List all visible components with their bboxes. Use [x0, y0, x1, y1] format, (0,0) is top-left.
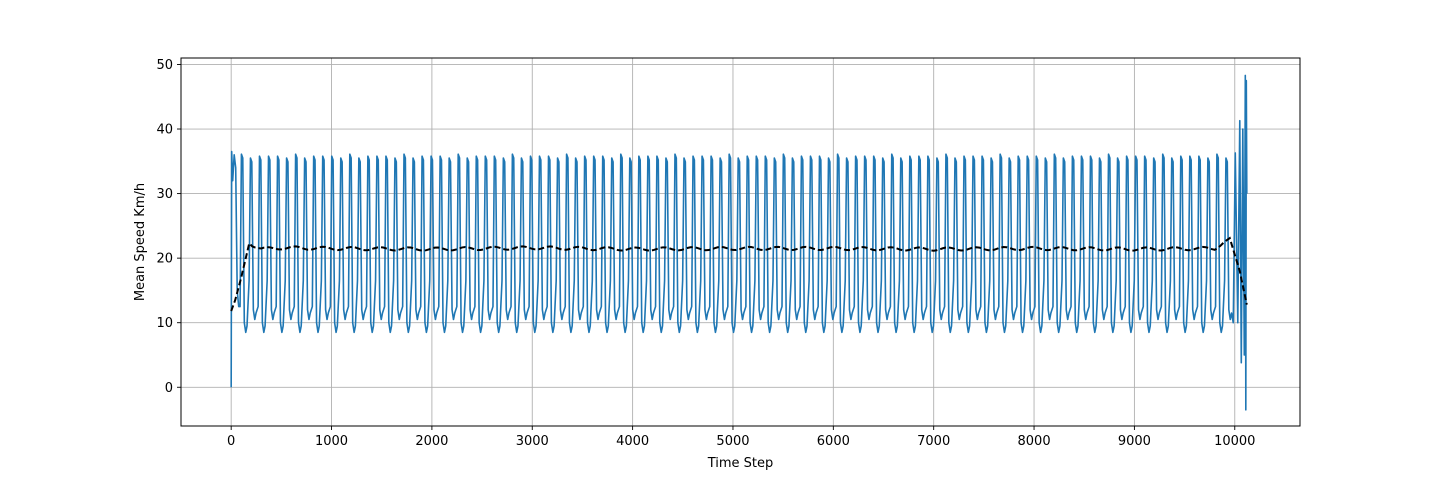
axes: [180, 57, 1301, 427]
y-tick-label: 40: [156, 123, 173, 138]
x-tick-label: 9000: [1118, 434, 1151, 449]
plot-area-frame: [180, 57, 1301, 427]
x-axis-label: Time Step: [707, 456, 774, 471]
x-tick-label: 8000: [1018, 434, 1051, 449]
x-tick-label: 4000: [616, 434, 649, 449]
series-line-mean-speed: [230, 74, 1248, 411]
x-tick-label: 5000: [716, 434, 749, 449]
ticks: 0 1000 2000 3000 4000 5000 6000 7000 8000 9000 100…: [156, 58, 1255, 449]
x-tick-label: 1000: [315, 434, 348, 449]
x-tick-label: 10000: [1214, 434, 1255, 449]
series-layer: [230, 74, 1248, 411]
x-tick-label: 7000: [917, 434, 950, 449]
y-tick-label: 30: [156, 187, 173, 202]
x-tick-label: 6000: [817, 434, 850, 449]
x-tick-label: 2000: [415, 434, 448, 449]
x-tick-label: 0: [227, 434, 235, 449]
y-tick-label: 20: [156, 252, 173, 267]
x-tick-label: 3000: [516, 434, 549, 449]
y-tick-label: 50: [156, 58, 173, 73]
y-tick-label: 0: [165, 381, 173, 396]
y-tick-label: 10: [156, 316, 173, 331]
series-line-average: [230, 236, 1248, 312]
y-axis-label: Mean Speed Km/h: [133, 183, 148, 301]
